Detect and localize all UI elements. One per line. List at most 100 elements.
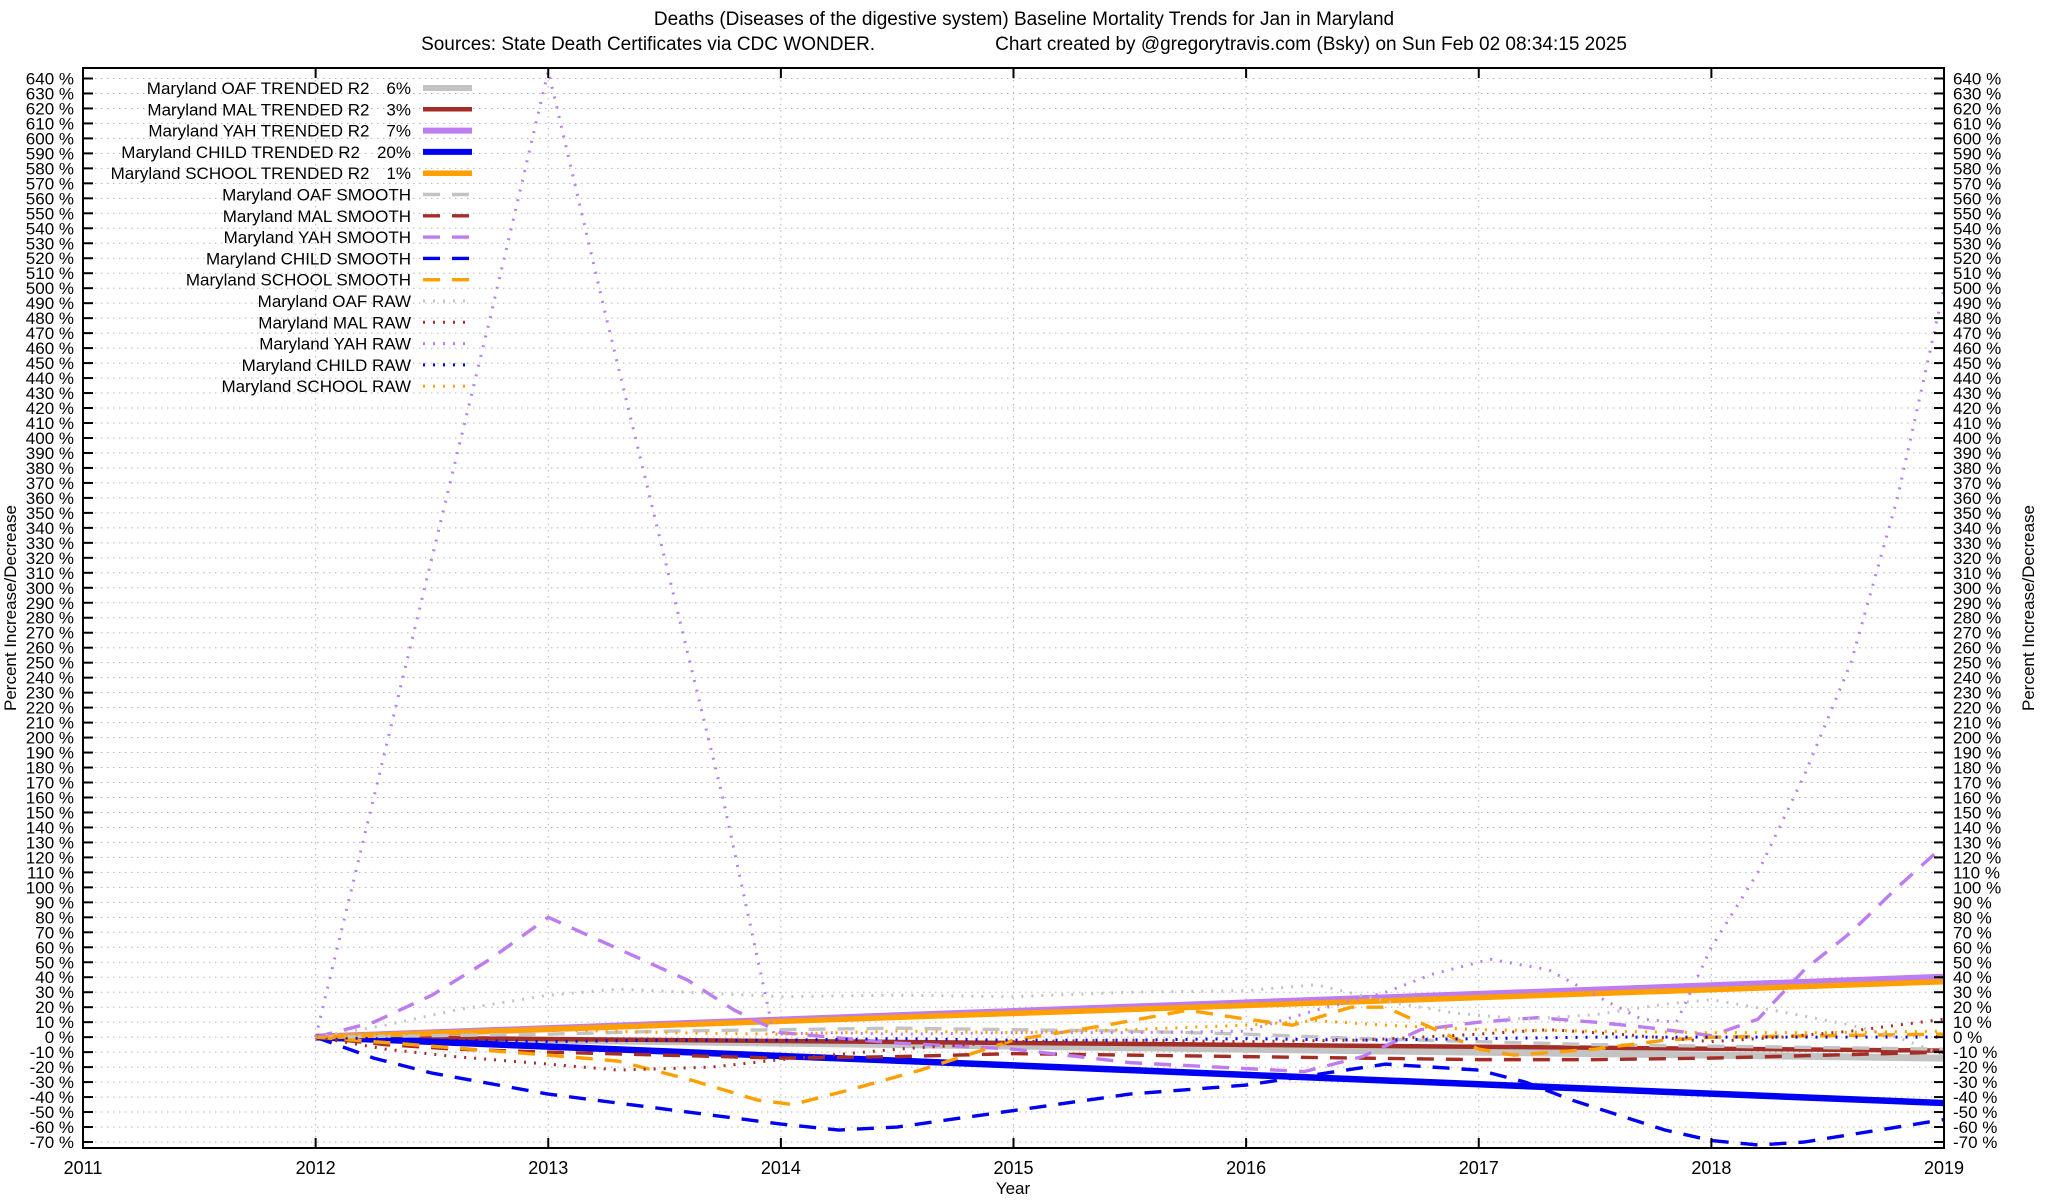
y-tick-label-left: 520 % xyxy=(26,249,74,268)
y-tick-label-left: 620 % xyxy=(26,99,74,118)
legend-item-school-trended: Maryland SCHOOL TRENDED R2 1% xyxy=(111,164,411,183)
y-tick-label-left: 270 % xyxy=(26,624,74,643)
y-tick-label-right: 570 % xyxy=(1953,174,2001,193)
y-tick-label-left: 330 % xyxy=(26,534,74,553)
y-tick-label-right: 320 % xyxy=(1953,549,2001,568)
y-tick-label-left: -20 % xyxy=(30,1058,74,1077)
x-tick-label: 2016 xyxy=(1226,1158,1266,1178)
y-tick-label-left: 530 % xyxy=(26,234,74,253)
y-axis-title-left: Percent Increase/Decrease xyxy=(1,505,20,711)
y-tick-label-left: 440 % xyxy=(26,369,74,388)
y-tick-label-right: 470 % xyxy=(1953,324,2001,343)
y-tick-label-right: -60 % xyxy=(1953,1118,1997,1137)
y-tick-label-left: 100 % xyxy=(26,878,74,897)
chart-titles: Deaths (Diseases of the digestive system… xyxy=(0,0,2048,56)
y-tick-label-right: -10 % xyxy=(1953,1043,1997,1062)
y-tick-label-left: 640 % xyxy=(26,69,74,88)
y-tick-label-right: 370 % xyxy=(1953,474,2001,493)
y-tick-label-left: 160 % xyxy=(26,788,74,807)
y-tick-label-left: 570 % xyxy=(26,174,74,193)
y-tick-label-left: 290 % xyxy=(26,594,74,613)
y-tick-label-left: 130 % xyxy=(26,833,74,852)
y-tick-label-left: 610 % xyxy=(26,114,74,133)
y-tick-label-right: 460 % xyxy=(1953,339,2001,358)
y-tick-label-right: 610 % xyxy=(1953,114,2001,133)
y-tick-label-left: 490 % xyxy=(26,294,74,313)
y-tick-label-right: 600 % xyxy=(1953,129,2001,148)
y-tick-label-left: 180 % xyxy=(26,759,74,778)
y-tick-label-right: 560 % xyxy=(1953,189,2001,208)
y-tick-label-right: 230 % xyxy=(1953,684,2001,703)
y-tick-label-left: 580 % xyxy=(26,159,74,178)
y-tick-label-left: 370 % xyxy=(26,474,74,493)
y-tick-label-right: 270 % xyxy=(1953,624,2001,643)
y-tick-label-right: 380 % xyxy=(1953,459,2001,478)
legend-item-oaf-raw: Maryland OAF RAW xyxy=(258,292,411,311)
chart-title: Deaths (Diseases of the digestive system… xyxy=(653,9,1395,30)
y-tick-label-left: 540 % xyxy=(26,219,74,238)
series-line-school-smooth xyxy=(315,1005,1945,1107)
series-line-yah-raw xyxy=(314,69,1946,1038)
x-tick-label: 2013 xyxy=(528,1158,568,1178)
y-tick-label-left: 190 % xyxy=(26,744,74,763)
y-tick-label-left: -70 % xyxy=(30,1133,74,1152)
y-tick-label-right: 100 % xyxy=(1953,878,2001,897)
y-tick-label-left: 500 % xyxy=(26,279,74,298)
y-tick-label-left: 10 % xyxy=(35,1013,74,1032)
x-tick-label: 2014 xyxy=(761,1158,801,1178)
y-tick-label-right: 490 % xyxy=(1953,294,2001,313)
y-tick-label-right: -30 % xyxy=(1953,1073,1997,1092)
x-axis-title: Year xyxy=(996,1179,1031,1198)
y-tick-label-right: 540 % xyxy=(1953,219,2001,238)
y-tick-label-left: 60 % xyxy=(35,938,74,957)
y-tick-label-left: 340 % xyxy=(26,519,74,538)
y-tick-label-right: 410 % xyxy=(1953,414,2001,433)
y-tick-label-right: 550 % xyxy=(1953,204,2001,223)
y-tick-label-left: 200 % xyxy=(26,729,74,748)
y-tick-label-right: 20 % xyxy=(1953,998,1992,1017)
y-tick-label-right: 300 % xyxy=(1953,579,2001,598)
y-tick-label-left: 380 % xyxy=(26,459,74,478)
y-tick-label-right: 520 % xyxy=(1953,249,2001,268)
y-tick-label-right: -70 % xyxy=(1953,1133,1997,1152)
legend-item-school-raw: Maryland SCHOOL RAW xyxy=(221,377,411,396)
legend-item-yah-raw: Maryland YAH RAW xyxy=(259,335,411,354)
y-tick-label-right: 290 % xyxy=(1953,594,2001,613)
legend-item-oaf-smooth: Maryland OAF SMOOTH xyxy=(222,186,411,205)
y-tick-label-left: 70 % xyxy=(35,923,74,942)
legend-item-yah-smooth: Maryland YAH SMOOTH xyxy=(224,228,411,247)
y-tick-label-right: 580 % xyxy=(1953,159,2001,178)
y-tick-label-left: 50 % xyxy=(35,953,74,972)
x-tick-label: 2018 xyxy=(1691,1158,1731,1178)
y-tick-label-right: 620 % xyxy=(1953,99,2001,118)
y-tick-label-left: 450 % xyxy=(26,354,74,373)
y-tick-label-left: 360 % xyxy=(26,489,74,508)
y-tick-label-left: 600 % xyxy=(26,129,74,148)
y-tick-label-right: -40 % xyxy=(1953,1088,1997,1107)
y-tick-label-right: 190 % xyxy=(1953,744,2001,763)
y-tick-label-left: -10 % xyxy=(30,1043,74,1062)
y-tick-label-right: 330 % xyxy=(1953,534,2001,553)
y-tick-label-left: 150 % xyxy=(26,803,74,822)
legend-item-mal-smooth: Maryland MAL SMOOTH xyxy=(223,207,411,226)
legend-item-school-smooth: Maryland SCHOOL SMOOTH xyxy=(186,271,411,290)
x-tick-label: 2017 xyxy=(1459,1158,1499,1178)
y-tick-label-right: 240 % xyxy=(1953,669,2001,688)
y-tick-label-right: -50 % xyxy=(1953,1103,1997,1122)
series-line-oaf-raw xyxy=(315,983,1945,1057)
legend-item-mal-raw: Maryland MAL RAW xyxy=(258,313,411,332)
y-tick-label-left: -30 % xyxy=(30,1073,74,1092)
y-tick-label-right: 500 % xyxy=(1953,279,2001,298)
legend-item-child-smooth: Maryland CHILD SMOOTH xyxy=(206,249,411,268)
y-tick-label-left: 120 % xyxy=(26,848,74,867)
y-tick-label-left: 510 % xyxy=(26,264,74,283)
legend-item-child-trended: Maryland CHILD TRENDED R2 20% xyxy=(121,143,411,162)
y-tick-label-left: 630 % xyxy=(26,84,74,103)
y-tick-label-right: 430 % xyxy=(1953,384,2001,403)
y-tick-label-left: 470 % xyxy=(26,324,74,343)
series-line-child-smooth xyxy=(315,1035,1945,1147)
y-tick-label-right: 280 % xyxy=(1953,609,2001,628)
legend-item-mal-trended: Maryland MAL TRENDED R2 3% xyxy=(147,100,411,119)
